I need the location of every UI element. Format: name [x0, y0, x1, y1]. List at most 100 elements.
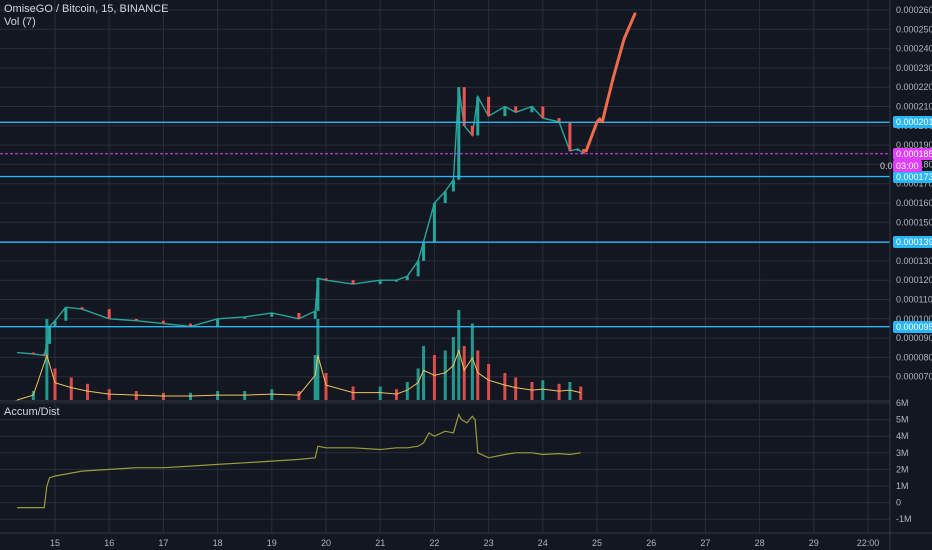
price-candle	[316, 278, 320, 312]
projection-path	[584, 12, 637, 153]
volume-bar	[416, 368, 420, 400]
price-candle	[432, 203, 436, 242]
volume-bar	[53, 368, 57, 400]
volume-bar	[45, 319, 49, 400]
price-candle	[557, 118, 561, 122]
price-candle	[134, 318, 138, 321]
time-tick-label: 24	[538, 538, 548, 548]
price-candle	[416, 260, 420, 277]
volume-bar	[451, 337, 455, 400]
price-candle	[324, 278, 328, 281]
price-candle	[189, 323, 192, 327]
time-tick-label: 23	[484, 538, 494, 548]
volume-bar	[324, 373, 328, 400]
price-candle	[80, 307, 84, 310]
volume-bar	[541, 380, 545, 400]
level-price-tag: 0.0002018	[893, 116, 932, 129]
volume-bar	[394, 389, 398, 400]
time-tick-label: 27	[700, 538, 710, 548]
time-tick-label: 29	[809, 538, 819, 548]
time-tick-label: 28	[755, 538, 765, 548]
price-candle	[64, 307, 68, 321]
price-candle	[270, 313, 274, 317]
price-candle	[470, 125, 474, 136]
time-tick-label: 16	[104, 538, 114, 548]
price-candle	[42, 353, 46, 356]
accum-dist-line	[17, 413, 581, 509]
time-tick-label: 18	[213, 538, 223, 548]
price-candle	[503, 106, 507, 117]
price-candle	[568, 121, 572, 151]
volume-bar	[568, 382, 572, 400]
time-tick-label: 21	[375, 538, 385, 548]
ad-tick-label: 1M	[896, 481, 909, 491]
price-candle	[53, 320, 57, 327]
volume-bar	[316, 319, 320, 400]
volume-bar	[15, 400, 19, 401]
level-price-tag: 0.0001397	[893, 236, 932, 249]
volume-bar	[579, 386, 583, 400]
time-tick-label: 17	[158, 538, 168, 548]
volume-bar	[432, 355, 436, 400]
price-tick-label: 0.0000700	[896, 372, 932, 382]
time-axis[interactable]: 15 16 17 18 19 20 21 22 23 24 25 26 27 28 29 22:00	[50, 538, 879, 548]
volume-bar	[487, 364, 491, 400]
volume-label[interactable]: Vol (7)	[4, 16, 36, 28]
price-candle	[541, 106, 545, 119]
price-candle	[216, 318, 220, 327]
price-candle	[487, 96, 491, 117]
time-tick-label: 15	[50, 538, 60, 548]
volume-bar	[69, 377, 73, 400]
accum-dist-label[interactable]: Accum/Dist	[4, 406, 60, 418]
horizontal-levels[interactable]	[0, 121, 890, 328]
time-tick-label: 22:00	[857, 538, 880, 548]
grid	[0, 0, 890, 533]
volume-bar	[351, 386, 355, 400]
ad-tick-label: 6M	[896, 398, 909, 408]
volume-bar	[503, 373, 507, 400]
price-candle	[394, 280, 398, 282]
volume-bar	[443, 350, 447, 400]
volume-bar	[462, 346, 466, 400]
volume-bar	[378, 386, 382, 400]
price-candle	[530, 106, 534, 113]
price-candle	[351, 280, 355, 285]
price-candle	[378, 280, 382, 285]
volume-bar	[457, 310, 461, 400]
current-price-tag: 0.0001855	[893, 147, 932, 160]
price-candle	[451, 179, 455, 192]
accum-dist-pane	[17, 413, 581, 509]
price-candle	[514, 106, 518, 113]
price-candle	[243, 316, 247, 319]
price-candle	[297, 313, 301, 319]
price-candle	[405, 276, 409, 281]
price-candle	[576, 148, 580, 151]
volume-bar	[405, 382, 409, 400]
level-price-tag: 0.0001737	[893, 170, 932, 183]
price-candle	[443, 191, 447, 203]
volume-bar	[470, 323, 474, 400]
price-candle	[48, 326, 52, 344]
price-pane	[17, 87, 585, 357]
chart-title[interactable]: OmiseGO / Bitcoin, 15, BINANCE	[4, 3, 169, 15]
price-candle	[161, 320, 165, 324]
countdown-tag: 03:00	[893, 159, 922, 172]
time-tick-label: 25	[592, 538, 602, 548]
volume-ma-line	[16, 348, 581, 401]
